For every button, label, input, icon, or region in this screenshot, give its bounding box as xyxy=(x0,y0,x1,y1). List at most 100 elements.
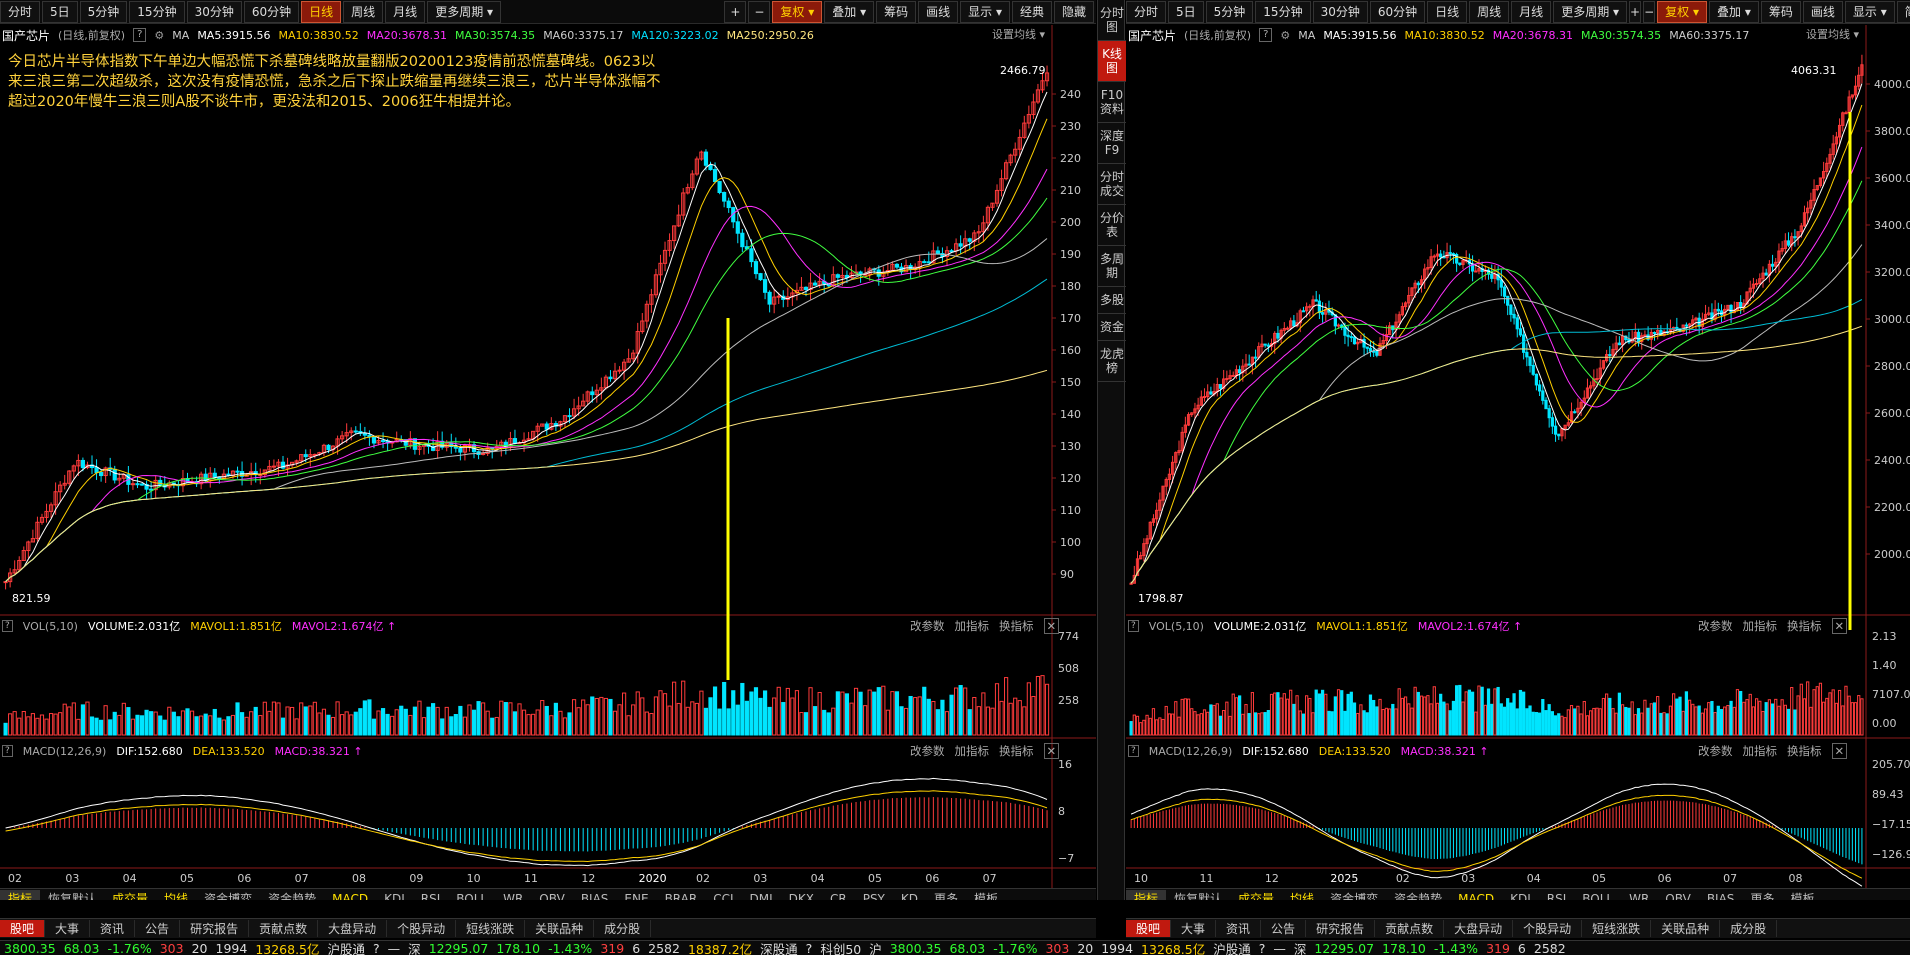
toolbar-tool-button[interactable]: 经典 xyxy=(1011,0,1052,23)
toolbar-tool-button[interactable]: 画线 xyxy=(918,0,959,23)
indicator-tab[interactable]: WR xyxy=(503,891,524,901)
indicator-control[interactable]: 换指标 xyxy=(1787,744,1822,758)
bottom-tab[interactable]: 关联品种 xyxy=(525,920,595,937)
close-icon[interactable]: ✕ xyxy=(1043,618,1060,634)
view-tab[interactable]: 分时图 xyxy=(1098,0,1126,41)
indicator-control[interactable]: 改参数 xyxy=(1698,744,1733,758)
bottom-tab[interactable]: 公告 xyxy=(135,920,181,937)
view-tab[interactable]: K线图 xyxy=(1098,41,1126,82)
bottom-tab[interactable]: 短线涨跌 xyxy=(1582,920,1652,937)
toolbar-tool-button[interactable]: 叠加 ▾ xyxy=(824,0,875,23)
period-tab[interactable]: 15分钟 xyxy=(1255,0,1311,23)
period-tab[interactable]: 60分钟 xyxy=(243,0,300,23)
indicator-tab[interactable]: BOLL xyxy=(1582,891,1614,901)
toolbar-tool-button[interactable]: 叠加 ▾ xyxy=(1709,0,1759,23)
close-icon[interactable]: ✕ xyxy=(1831,743,1848,759)
period-tab[interactable]: 5日 xyxy=(42,0,78,23)
indicator-tab[interactable]: KDJ xyxy=(1510,891,1531,901)
bottom-tab[interactable]: 大事 xyxy=(45,920,91,937)
close-icon[interactable]: ✕ xyxy=(1043,743,1060,759)
bottom-tab[interactable]: 公告 xyxy=(1261,920,1307,937)
period-tab[interactable]: 5日 xyxy=(1168,0,1204,23)
indicator-control[interactable]: 加指标 xyxy=(954,744,990,758)
indicator-tab[interactable]: OBV xyxy=(1665,891,1691,901)
toolbar-tool-button[interactable]: 显示 ▾ xyxy=(1844,0,1895,23)
period-tab[interactable]: 30分钟 xyxy=(186,0,242,23)
indicator-tab[interactable]: 模板 xyxy=(974,892,999,900)
bottom-tab[interactable]: 资讯 xyxy=(90,920,136,937)
toolbar-tool-button[interactable]: 筹码 xyxy=(876,0,917,23)
toolbar-tool-button[interactable]: 筹码 xyxy=(1760,0,1801,23)
toolbar-tool-button[interactable]: 画线 xyxy=(1802,0,1843,23)
bottom-tab[interactable]: 资讯 xyxy=(1216,920,1262,937)
indicator-tab[interactable]: MACD xyxy=(332,891,369,901)
indicator-tab[interactable]: BIAS xyxy=(580,891,609,901)
indicator-control[interactable]: 加指标 xyxy=(1742,619,1778,633)
period-tab[interactable]: 分时 xyxy=(1126,0,1167,23)
bottom-tab[interactable]: 大盘异动 xyxy=(318,920,388,937)
toolbar-tool-button[interactable]: + xyxy=(1629,0,1642,23)
period-tab[interactable]: 周线 xyxy=(1469,0,1510,23)
bottom-tab[interactable]: 成分股 xyxy=(594,920,652,937)
view-tab[interactable]: 多股 xyxy=(1098,287,1126,314)
indicator-control[interactable]: 加指标 xyxy=(954,619,990,633)
indicator-tab[interactable]: DKX xyxy=(788,891,814,901)
indicator-control[interactable]: 加指标 xyxy=(1742,744,1778,758)
indicator-tab[interactable]: BIAS xyxy=(1706,891,1735,901)
help-icon[interactable]: ? xyxy=(1259,28,1273,42)
help-icon[interactable]: ? xyxy=(133,28,147,42)
indicator-tab[interactable]: 恢复默认 xyxy=(48,892,97,900)
period-tab[interactable]: 分时 xyxy=(0,0,41,23)
period-tab[interactable]: 更多周期 ▾ xyxy=(427,0,502,23)
help-icon[interactable]: ? xyxy=(2,620,13,632)
toolbar-tool-button[interactable]: 复权 ▾ xyxy=(1657,0,1707,23)
toolbar-tool-button[interactable]: 简约 xyxy=(1896,0,1910,23)
indicator-tab[interactable]: 模板 xyxy=(1790,892,1815,900)
indicator-tab[interactable]: BRAR xyxy=(664,891,698,901)
period-tab[interactable]: 日线 xyxy=(301,0,342,23)
toolbar-tool-button[interactable]: 隐藏 xyxy=(1053,0,1094,23)
bottom-tab[interactable]: 短线涨跌 xyxy=(456,920,526,937)
period-tab[interactable]: 60分钟 xyxy=(1369,0,1426,23)
period-tab[interactable]: 更多周期 ▾ xyxy=(1553,0,1628,23)
indicator-tab[interactable]: MACD xyxy=(1458,891,1495,901)
indicator-tab[interactable]: RSI xyxy=(1546,891,1567,901)
period-tab[interactable]: 月线 xyxy=(1511,0,1552,23)
view-tab[interactable]: 深度F9 xyxy=(1098,123,1126,164)
indicator-tab[interactable]: 更多 xyxy=(934,892,959,900)
gear-icon[interactable]: ⚙ xyxy=(154,28,165,42)
bottom-tab[interactable]: 大盘异动 xyxy=(1444,920,1514,937)
indicator-tab[interactable]: KDJ xyxy=(384,891,405,901)
bottom-tab[interactable]: 贡献点数 xyxy=(1375,920,1445,937)
indicator-control[interactable]: 换指标 xyxy=(999,619,1034,633)
period-tab[interactable]: 5分钟 xyxy=(1205,0,1254,23)
view-tab[interactable]: F10资料 xyxy=(1098,82,1126,123)
indicator-control[interactable]: 改参数 xyxy=(910,744,945,758)
left-ma-setting-button[interactable]: 设置均线 ▾ xyxy=(992,28,1046,41)
bottom-tab[interactable]: 关联品种 xyxy=(1651,920,1721,937)
indicator-tab[interactable]: 资金趋势 xyxy=(268,892,317,900)
view-tab[interactable]: 多周期 xyxy=(1098,246,1126,287)
help-icon[interactable]: ? xyxy=(1128,745,1139,757)
left-kline-chart[interactable]: 240 230 220 210 200 190 180 170 160 150 140 130 120 1… xyxy=(0,0,1096,900)
view-tab[interactable]: 分价表 xyxy=(1098,205,1126,246)
close-icon[interactable]: ✕ xyxy=(1831,618,1848,634)
help-icon[interactable]: ? xyxy=(1128,620,1139,632)
indicator-tab[interactable]: CR xyxy=(829,891,847,901)
bottom-tab[interactable]: 个股异动 xyxy=(387,920,457,937)
indicator-tab[interactable]: 均线 xyxy=(1290,892,1315,900)
indicator-tab[interactable]: ENE xyxy=(624,891,649,901)
gear-icon[interactable]: ⚙ xyxy=(1280,28,1291,42)
toolbar-tool-button[interactable]: 复权 ▾ xyxy=(772,0,823,23)
toolbar-tool-button[interactable]: 显示 ▾ xyxy=(960,0,1010,23)
bottom-tab[interactable]: 个股异动 xyxy=(1513,920,1583,937)
bottom-tab[interactable]: 股吧 xyxy=(1126,920,1172,937)
toolbar-tool-button[interactable]: − xyxy=(1643,0,1656,23)
period-tab[interactable]: 日线 xyxy=(1427,0,1468,23)
period-tab[interactable]: 30分钟 xyxy=(1312,0,1368,23)
period-tab[interactable]: 周线 xyxy=(343,0,384,23)
help-icon[interactable]: ? xyxy=(2,745,13,757)
indicator-control[interactable]: 换指标 xyxy=(999,744,1034,758)
indicator-tab[interactable]: 更多 xyxy=(1750,892,1775,900)
view-tab[interactable]: 分时成交 xyxy=(1098,164,1126,205)
